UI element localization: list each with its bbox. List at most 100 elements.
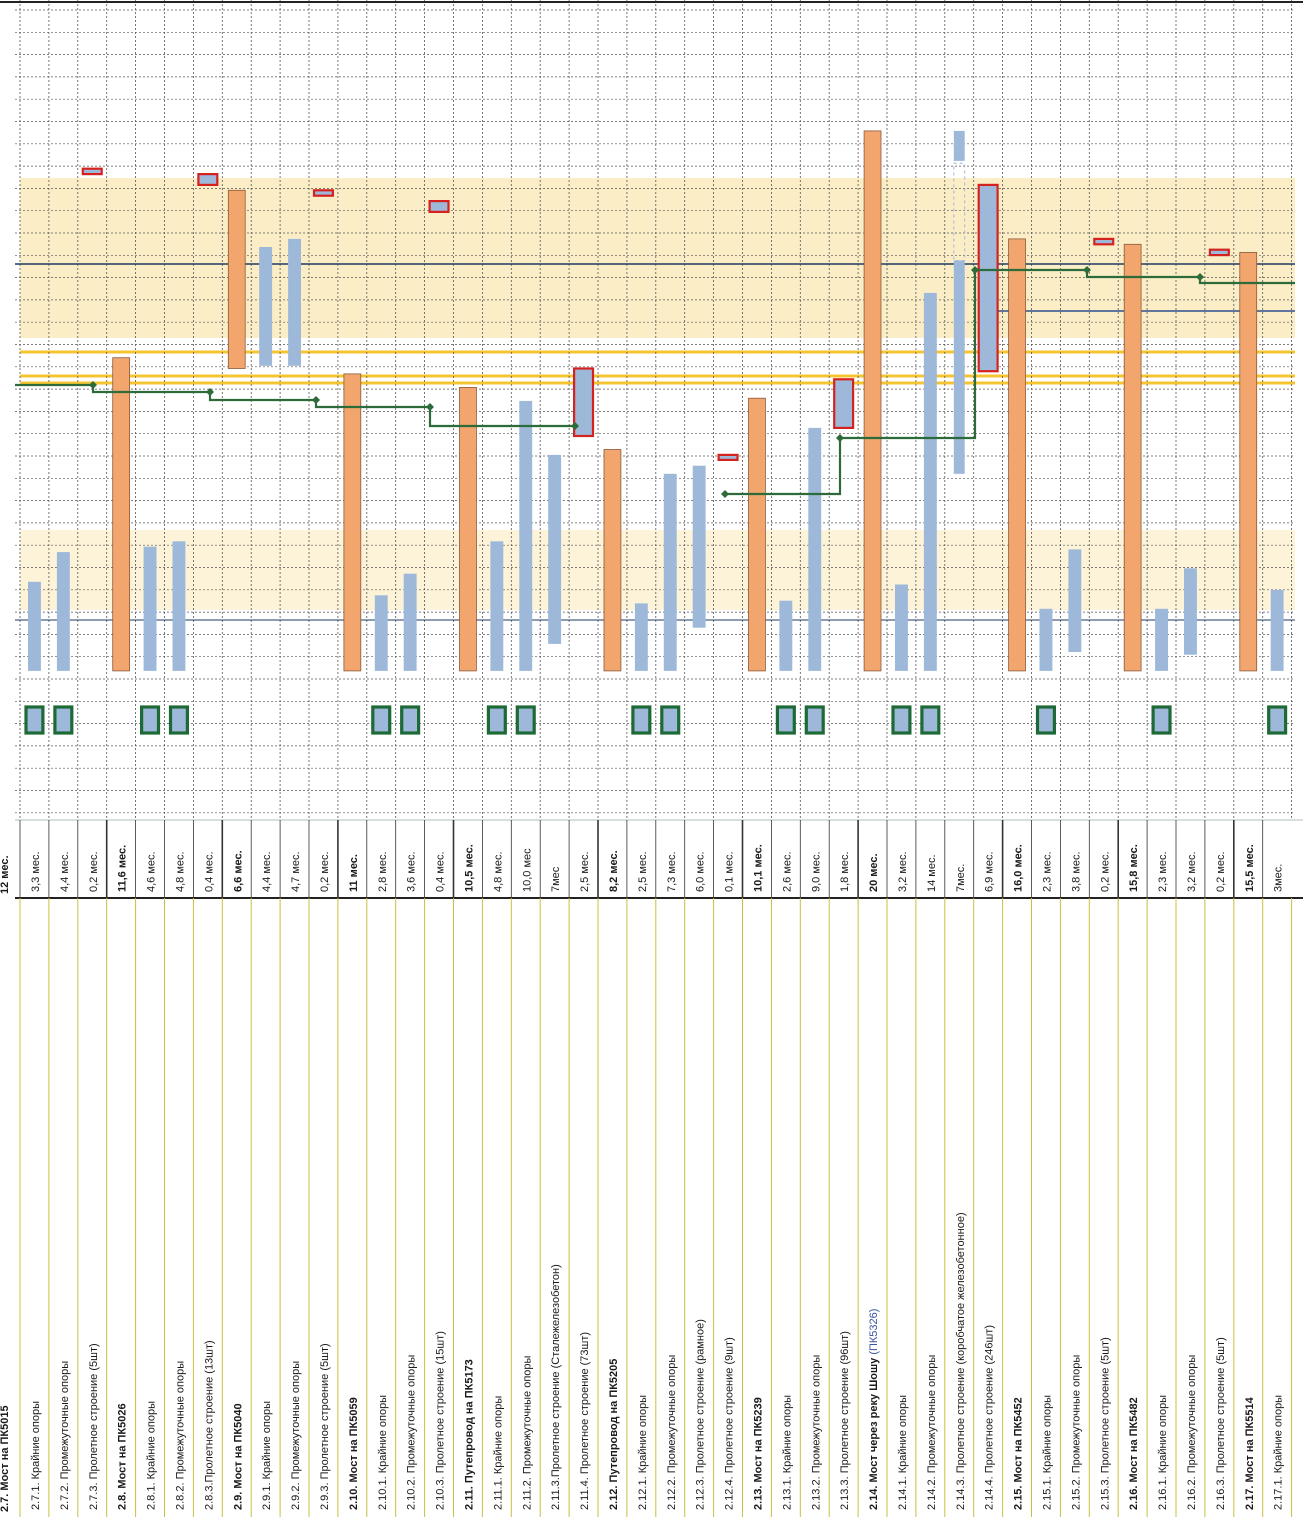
row-label: 2.14.3. Пролетное строение (коробчатое ж… [955,1212,967,1510]
row-label: 2.12.2. Промежуточные опоры [666,1355,678,1510]
task-bar [1039,608,1053,671]
row-label: 2.8. Мост на ПК5026 [117,1403,129,1510]
task-bar [1068,549,1082,652]
task-bar [28,581,41,671]
row-label: 2.14.2. Промежуточные опоры [926,1355,938,1510]
row-label: 2.9.3. Пролетное строение (5шт) [319,1343,331,1510]
row-label: 2.11.4. Пролетное строение (73шт) [579,1332,591,1510]
critical-task [428,200,450,214]
dependency-line [15,383,575,428]
timeline-grid [0,0,1303,820]
row-label: 2.17.1. Крайние опоры [1273,1395,1285,1510]
dependency-node [312,396,320,404]
row-label: 2.15.2. Промежуточные опоры [1070,1355,1082,1510]
task-bar [403,573,417,671]
task-bar [953,260,965,474]
task-bars [24,130,1288,735]
row-label: 2.11. Путепровод на ПК5173 [464,1359,476,1510]
row-duration: 11 мес. [348,854,360,892]
row-label: 2.15.3. Пролетное строение (5шт) [1099,1337,1111,1510]
summary-bar [1008,238,1026,672]
row-duration: 12 мес. [0,855,11,894]
task-bar [634,603,648,671]
summary-bar [863,130,882,672]
row-duration: 0,1 мес. [724,851,736,892]
row-label: 2.10. Мост на ПК5059 [348,1397,360,1510]
row-duration: 1,8 мес. [839,851,851,892]
milestone-box [400,705,421,735]
task-bar [288,238,301,366]
critical-task [977,183,999,373]
row-label: 2.10.1. Крайние опоры [377,1395,389,1510]
row-duration: 6,0 мес. [695,851,707,892]
row-label: 2.16.3. Пролетное строение (5шт) [1215,1337,1227,1510]
row-duration: 2,8 мес. [377,851,389,892]
milestone-box [371,705,392,735]
row-duration: 0,2 мес. [319,851,331,892]
highlight-band [20,178,1295,338]
row-duration: 4,4 мес. [261,851,273,892]
row-duration: 14 мес. [926,854,938,892]
row-label: 2.7.3. Пролетное строение (5шт) [88,1343,100,1510]
highlight-band [20,530,1295,610]
critical-task [572,367,595,438]
milestone-box [891,705,912,735]
task-bar [374,595,388,671]
row-label: 2.11.3.Пролетное строение (Сталежелезобе… [550,1264,562,1510]
summary-bar [227,189,246,369]
critical-task [833,378,855,429]
row-label: 2.11.2. Промежуточные опоры [521,1355,533,1510]
task-table: 2.7. Мост на ПК5015 12 мес. 2.7.1. Крайние… [0,819,1303,1517]
task-bar [779,600,793,671]
row-duration: 2,3 мес. [1042,851,1054,892]
task-bar [490,541,504,671]
dependency-node [1083,266,1091,274]
dependency-node [721,490,729,498]
row-label: 2.8.3.Пролетное строение (13шт) [203,1340,215,1510]
dependency-node [426,403,434,411]
task-bar [692,465,706,628]
row-duration: 8,2 мес. [608,850,620,892]
milestone-box [1267,705,1288,735]
milestone-box [486,705,507,735]
task-bar [1270,589,1284,671]
task-bar [953,130,965,161]
row-duration: 3мес. [1273,864,1285,892]
row-duration: 6,6 мес. [232,850,244,892]
row-label: 2.7. Мост на ПК5015 [0,1405,11,1512]
row-duration: 16,0 мес. [1013,844,1025,892]
row-label: 2.17.2. Промежуточные опоры [1302,1357,1303,1512]
dependency-arrows [15,266,1295,498]
row-duration: 10,0 мес [521,848,533,892]
row-label: 2.12.3. Пролетное строение (рамное) [695,1319,707,1510]
summary-bar [112,357,130,672]
row-duration: 15,5 мес. [1244,844,1256,892]
row-duration: 7мес. [955,864,967,892]
row-duration: 3,3 мес. [30,851,42,892]
row-label: 2.13.1. Крайние опоры [781,1395,793,1510]
task-bar [808,427,822,671]
row-duration: 3,2 мес. [1186,851,1198,892]
row-label: 2.9.1. Крайние опоры [261,1401,273,1510]
summary-bar [459,386,477,672]
row-duration: 11,6 мес. [117,845,129,892]
task-bar [663,473,677,671]
row-label: 2.14. Мост через реку Шошу (ПК5326) [868,1309,880,1510]
task-bar [143,546,157,671]
milestone-box [920,705,941,735]
dependency-node [571,422,579,430]
row-duration: 4,8 мес. [175,851,187,892]
row-duration: 3,8 мес. [1070,851,1082,892]
milestone-box [1035,705,1056,735]
milestone-box [775,705,796,735]
row-duration: 0,2 мес. [1099,851,1111,892]
task-bar [56,552,70,671]
row-label: 2.7.2. Промежуточные опоры [59,1361,71,1510]
milestone-box [1151,705,1172,735]
row-duration: 4,8 мес. [492,851,504,892]
critical-task [312,189,334,197]
summary-bar [748,397,766,672]
row-duration: 6,9 мес. [984,851,996,892]
milestone-box [804,705,825,735]
summary-bar [1123,243,1142,672]
